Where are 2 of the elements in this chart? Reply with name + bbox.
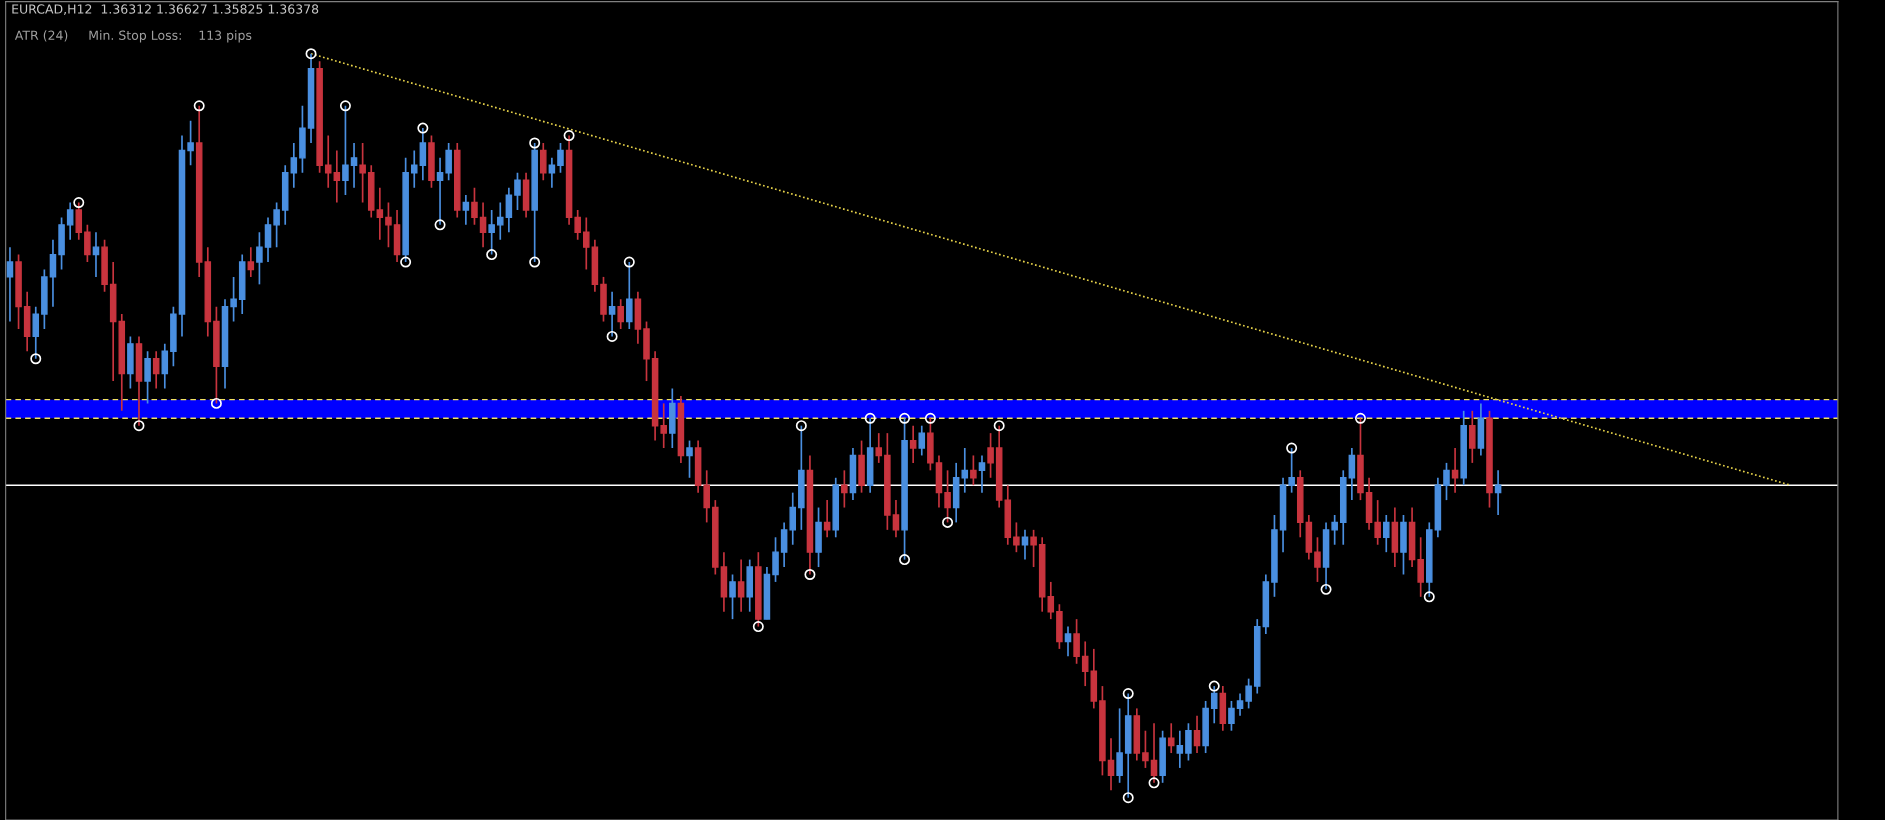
text: ATR (24) Min. Stop Loss: 113 pips <box>14 30 252 43</box>
chart-title: EURCAD,H12 1.36312 1.36627 1.35825 1.36378 <box>12 4 319 16</box>
